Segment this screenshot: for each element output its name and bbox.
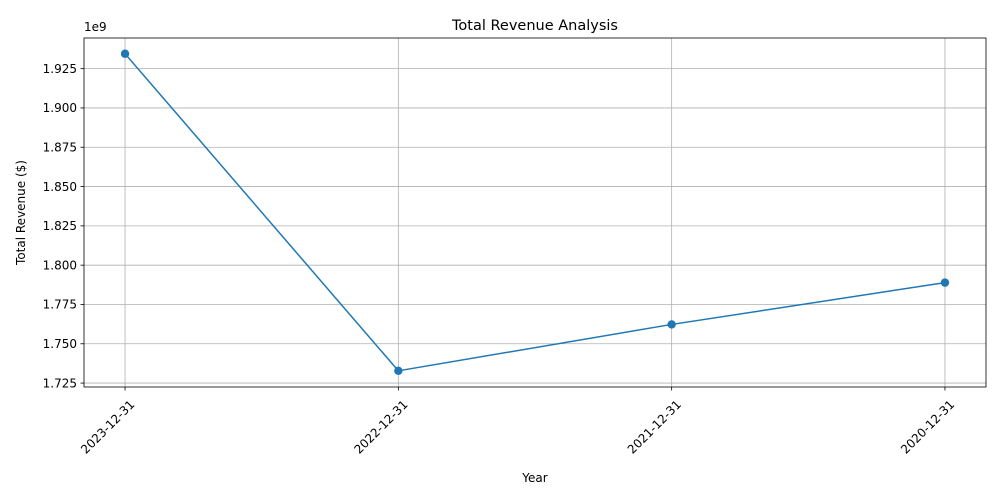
- data-point: [667, 320, 676, 329]
- x-tick-label: 2021-12-31: [625, 397, 684, 456]
- y-tick-label: 1.900: [43, 101, 77, 115]
- y-tick-label: 1.875: [43, 140, 77, 154]
- data-point: [940, 278, 950, 287]
- y-tick-label: 1.850: [43, 180, 77, 194]
- x-tick-label: 2022-12-31: [351, 397, 410, 456]
- y-tick-label: 1.925: [43, 62, 77, 76]
- y-tick-label: 1.750: [43, 337, 77, 351]
- x-tick-label: 2020-12-31: [898, 397, 957, 456]
- y-axis-ticks: 1.725 1.750 1.775 1.800 1.825 1.850 1.875 1.900…: [43, 62, 84, 390]
- x-tick-label: 2023-12-31: [78, 397, 137, 456]
- data-point: [120, 49, 130, 58]
- y-tick-label: 1.775: [43, 298, 77, 312]
- data-point: [394, 366, 403, 376]
- plot-frame: [83, 37, 987, 388]
- y-tick-label: 1.725: [43, 376, 77, 390]
- y-tick-label: 1.800: [43, 258, 77, 272]
- series-line: [124, 53, 946, 372]
- x-axis-ticks: 2023-12-31 2022-12-31 2021-12-31 2020-12-31: [78, 387, 957, 457]
- y-axis-label: Total Revenue ($): [14, 160, 28, 266]
- y-tick-label: 1.825: [43, 219, 77, 233]
- x-axis-label: Year: [521, 471, 547, 485]
- grid: [84, 38, 986, 387]
- chart-title: Total Revenue Analysis: [451, 18, 618, 34]
- series-layer: [120, 49, 950, 376]
- y-axis-scale-label: 1e9: [84, 20, 107, 34]
